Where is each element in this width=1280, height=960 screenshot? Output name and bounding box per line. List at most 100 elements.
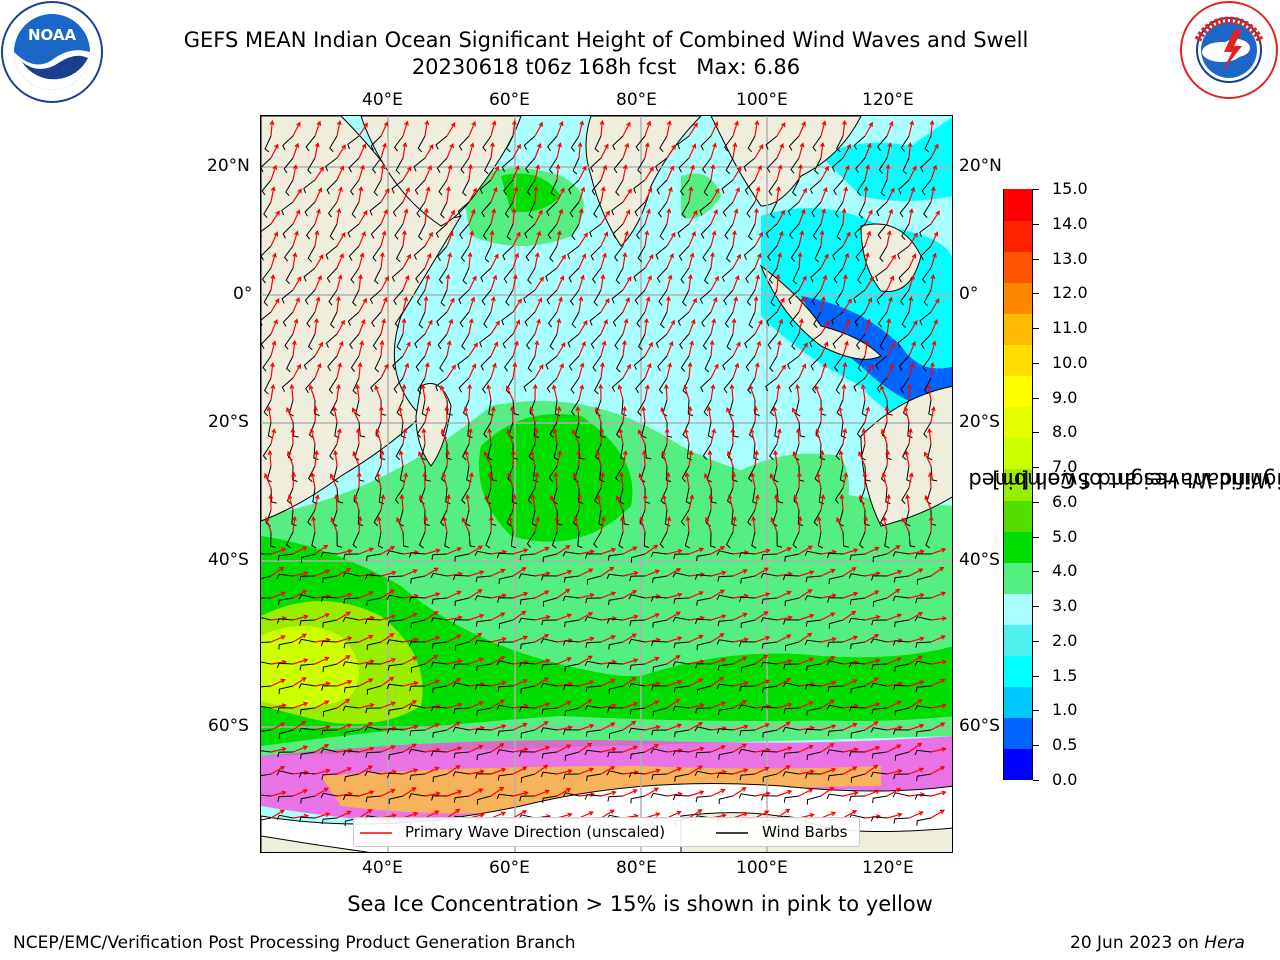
wind-barb (396, 399, 404, 417)
wave-direction-arrow (754, 766, 770, 775)
wave-direction-arrow (314, 341, 323, 357)
wave-direction-arrow (886, 120, 894, 137)
wind-barb (518, 662, 536, 668)
wave-direction-arrow (358, 297, 367, 313)
wave-direction-arrow (754, 548, 771, 555)
wave-direction-arrow (820, 699, 835, 709)
wind-barb (724, 311, 734, 328)
wind-barb (350, 267, 360, 284)
wave-direction-arrow (402, 341, 411, 357)
wind-barb (892, 640, 910, 646)
wind-barb (740, 575, 756, 584)
wave-direction-arrow (506, 428, 514, 445)
wind-barb (902, 157, 910, 175)
wave-direction-arrow (710, 142, 717, 159)
wind-barb (402, 531, 409, 548)
wave-direction-arrow (269, 119, 275, 137)
wave-direction-arrow (380, 570, 397, 577)
wave-direction-arrow (776, 590, 792, 599)
wind-barb (307, 333, 316, 351)
wave-direction-arrow (534, 745, 551, 753)
wind-barb (798, 421, 806, 438)
wind-barb (907, 421, 913, 439)
wind-barb (343, 597, 360, 604)
colorbar-band (1004, 437, 1032, 470)
wave-direction-arrow (769, 473, 778, 489)
wind-barb (432, 685, 448, 694)
wave-direction-arrow (599, 119, 605, 137)
wind-barb (765, 377, 778, 392)
wave-direction-arrow (864, 276, 874, 291)
wave-direction-arrow (402, 656, 418, 665)
wave-direction-arrow (578, 723, 595, 731)
nws-logo-icon (1180, 1, 1278, 99)
wind-barb (836, 223, 844, 241)
wind-barb (413, 157, 426, 172)
wave-direction-arrow (708, 493, 714, 511)
wave-direction-arrow (730, 427, 736, 445)
wave-direction-arrow (819, 229, 825, 247)
wave-direction-arrow (622, 614, 639, 621)
wind-barb (634, 289, 646, 305)
wind-barb (281, 377, 294, 392)
wave-direction-arrow (864, 339, 870, 357)
wind-barb (612, 311, 624, 327)
wave-direction-arrow (424, 319, 433, 335)
wind-barb (857, 355, 866, 373)
wave-direction-arrow (704, 516, 712, 533)
wind-barb (453, 751, 470, 759)
wind-barb (614, 333, 624, 350)
wind-barb (505, 135, 514, 153)
wind-barb (430, 661, 448, 668)
wind-barb (261, 245, 272, 261)
wind-barb (716, 728, 734, 734)
wave-direction-arrow (732, 253, 741, 269)
wave-direction-arrow (576, 449, 582, 467)
wind-barb (364, 574, 382, 580)
wind-barb (562, 684, 580, 691)
wave-direction-arrow (666, 295, 671, 313)
wave-direction-arrow (886, 700, 902, 709)
wind-barb (804, 728, 822, 735)
wind-barb (743, 245, 756, 260)
wind-barb (591, 179, 602, 196)
wind-barb (893, 575, 910, 583)
wave-direction-arrow (818, 405, 824, 423)
wind-barb (695, 707, 712, 714)
wave-direction-arrow (379, 339, 385, 357)
wave-direction-arrow (402, 472, 409, 489)
wave-direction-arrow (512, 635, 529, 643)
wave-direction-arrow (908, 165, 917, 181)
wind-barb (842, 531, 849, 548)
lon-bottom-40: 40°E (362, 858, 403, 878)
wave-direction-arrow (666, 144, 676, 159)
wind-barb (854, 223, 866, 239)
map-panel[interactable] (260, 115, 953, 853)
wave-direction-arrow (336, 636, 353, 643)
wave-direction-arrow (402, 427, 408, 445)
wave-direction-arrow (732, 296, 739, 313)
wave-direction-arrow (798, 788, 814, 797)
wave-direction-arrow (286, 450, 294, 467)
wave-direction-arrow (333, 493, 339, 511)
wave-direction-arrow (375, 428, 382, 445)
wave-direction-arrow (622, 339, 627, 357)
wave-direction-arrow (820, 165, 829, 181)
wave-direction-arrow (380, 657, 397, 665)
wind-barb (613, 157, 624, 174)
wind-barb (880, 465, 888, 483)
wind-barb (836, 399, 844, 417)
wind-barb (528, 201, 536, 219)
wind-barb (696, 641, 712, 651)
wave-direction-arrow (666, 232, 676, 247)
wind-barb (804, 550, 822, 557)
wind-barb (751, 531, 757, 549)
wind-barb (740, 619, 756, 629)
wind-barb (776, 531, 783, 548)
wave-direction-arrow (886, 812, 903, 819)
wind-barb (925, 531, 932, 549)
wind-barb (547, 223, 558, 240)
wind-barb (541, 575, 558, 581)
wave-direction-arrow (644, 120, 652, 137)
wind-barb (811, 201, 822, 218)
